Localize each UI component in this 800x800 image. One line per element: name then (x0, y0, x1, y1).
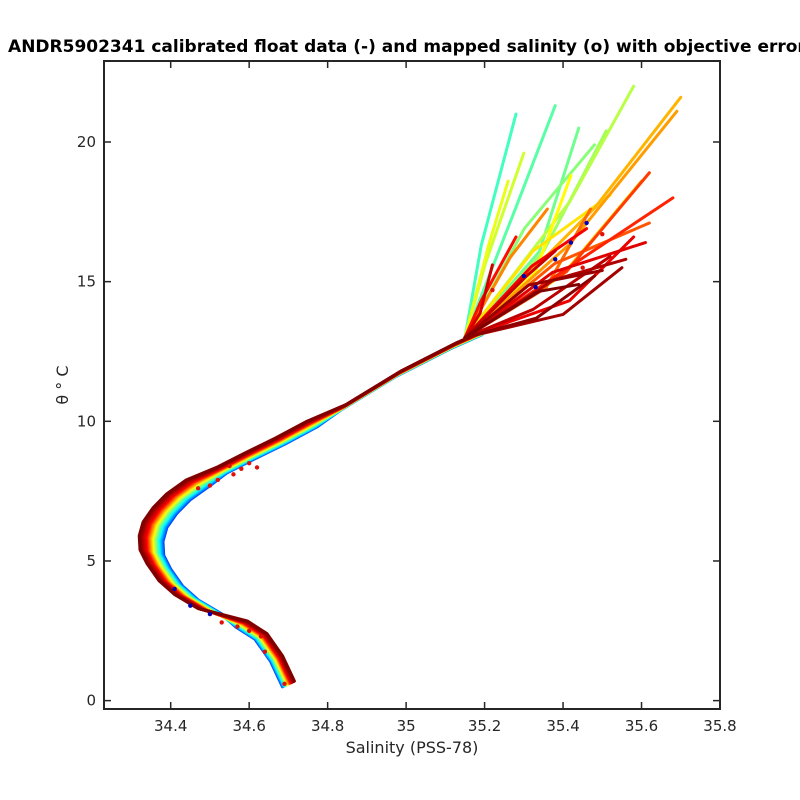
mapped-salinity-point (262, 649, 268, 654)
mapped-salinity-point (207, 483, 213, 488)
mapped-salinity-point (215, 477, 220, 483)
y-tick-label: 20 (77, 133, 96, 151)
profile-line (463, 193, 612, 340)
y-axis-label: θ ° C (53, 365, 72, 404)
mapped-salinity-point (584, 220, 589, 226)
mapped-salinity-point (207, 611, 213, 617)
y-tick-label: 5 (86, 552, 96, 570)
mapped-salinity-point (227, 463, 232, 469)
mapped-salinity-point (580, 265, 585, 270)
mapped-salinity-point (568, 240, 574, 245)
mapped-salinity-point (553, 257, 558, 262)
profile-line (463, 235, 518, 340)
profile-line (463, 263, 494, 340)
profile-line (137, 327, 490, 683)
profile-line (463, 241, 647, 340)
mapped-salinity-point (258, 634, 264, 639)
mapped-salinity-point (172, 586, 177, 592)
profile-line (463, 179, 510, 340)
profile-line (463, 268, 604, 340)
x-tick-label: 34.6 (232, 717, 265, 735)
profile-line (463, 282, 581, 340)
mapped-salinity-point (246, 461, 252, 466)
chart-title: ANDR5902341 calibrated float data (-) an… (8, 37, 800, 57)
profile-line (463, 249, 557, 340)
mapped-salinity-point (533, 285, 538, 290)
x-tick-label: 35 (397, 717, 416, 735)
profile-line (463, 104, 557, 340)
mapped-salinity-point (246, 628, 252, 633)
mapped-salinity-point (188, 603, 193, 608)
y-axis: 0 5 10 15 20 (77, 133, 720, 710)
y-tick-label: 10 (77, 412, 96, 430)
y-tick-label: 15 (77, 273, 96, 291)
mapped-salinity-point (231, 472, 236, 477)
x-tick-label: 35.8 (703, 717, 736, 735)
mapped-salinity-point (254, 465, 260, 470)
x-axis: 34.4 34.6 34.8 35 35.2 35.4 35.6 35.8 (154, 61, 737, 735)
y-tick-label: 0 (86, 692, 96, 710)
x-tick-label: 34.8 (311, 717, 344, 735)
mapped-salinity-point (219, 620, 224, 625)
plot-frame (103, 60, 721, 710)
mapped-salinity-point (490, 287, 495, 293)
mapped-salinity-point (195, 486, 201, 491)
profile-line (463, 274, 596, 340)
data-layer (137, 84, 683, 689)
mapped-salinity-point (235, 624, 240, 629)
x-tick-label: 35.6 (625, 717, 658, 735)
x-axis-label: Salinity (PSS-78) (346, 738, 479, 757)
profile-line (463, 112, 518, 340)
x-tick-label: 35.4 (546, 717, 579, 735)
mapped-salinity-point (600, 231, 605, 237)
plot-area (104, 61, 720, 709)
mapped-salinity-point (521, 273, 527, 279)
mapped-salinity-point (239, 466, 244, 471)
mapped-salinity-point (282, 681, 287, 687)
profile-line (463, 235, 636, 340)
x-tick-label: 35.2 (468, 717, 501, 735)
x-tick-label: 34.4 (154, 717, 187, 735)
